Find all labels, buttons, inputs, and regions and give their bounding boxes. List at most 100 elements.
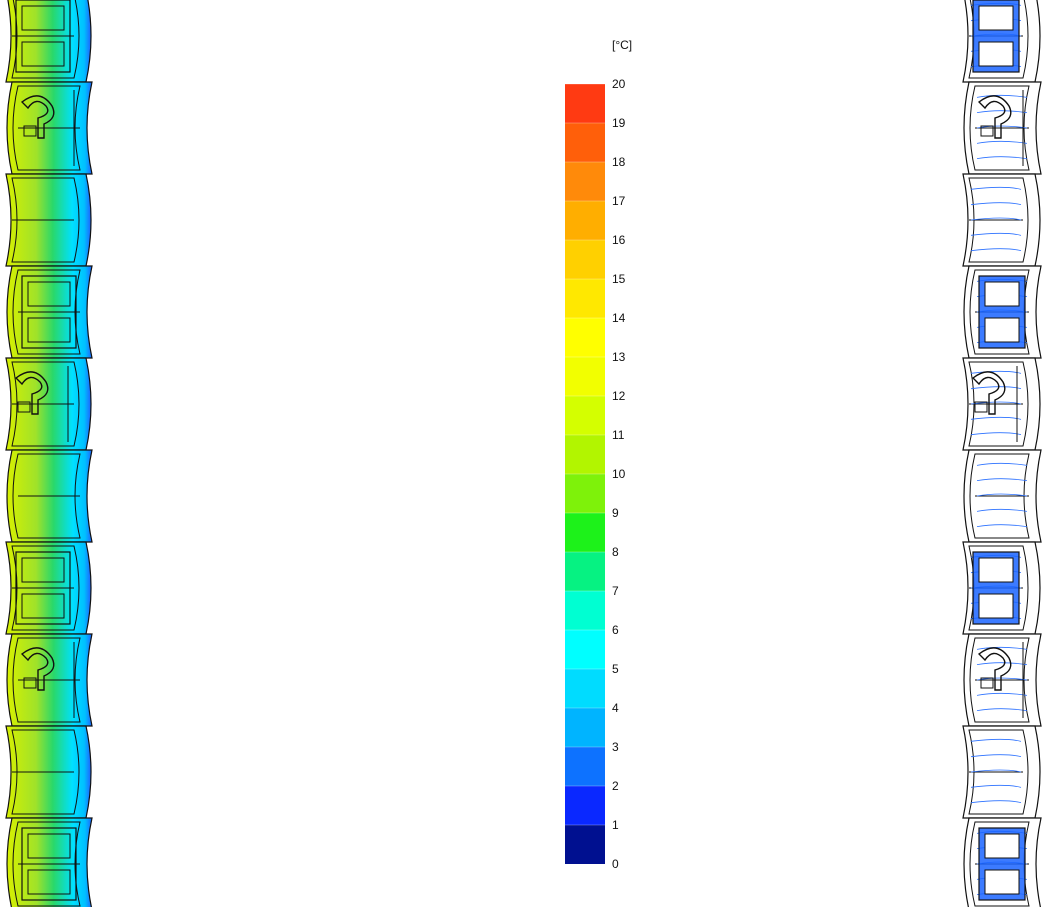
legend-band (565, 162, 605, 201)
insert-cell (27, 317, 71, 343)
insert-cell (978, 41, 1014, 67)
legend-tick-label: 6 (612, 623, 619, 637)
flow-line (970, 401, 1022, 405)
legend-band (565, 396, 605, 435)
flow-line (976, 508, 1028, 512)
flow-line (970, 217, 1022, 221)
left-temperature-section-svg (5, 0, 93, 911)
legend-band (565, 435, 605, 474)
profile-inner-frame (969, 453, 1030, 539)
legend-tick-label: 10 (612, 467, 626, 481)
steel-insert (21, 827, 77, 901)
wall-segment-clip (6, 633, 93, 727)
flow-line (970, 232, 1022, 236)
legend-tick-label: 7 (612, 584, 619, 598)
insert-cell (978, 5, 1014, 31)
profile-inner-frame (969, 637, 1030, 723)
legend-tick-label: 3 (612, 740, 619, 754)
flow-line (970, 186, 1022, 190)
legend-band (565, 513, 605, 552)
legend-tick-label: 0 (612, 857, 619, 871)
clip-hook (20, 647, 55, 691)
profile-inner-frame (968, 177, 1029, 263)
wall-segment-grid (6, 817, 93, 911)
profile-inner-frame (969, 85, 1030, 171)
insert-cell (978, 557, 1014, 583)
legend-band (565, 357, 605, 396)
legend-color-scale (565, 83, 605, 864)
insert-cell (978, 593, 1014, 619)
flow-line (970, 738, 1022, 742)
legend-tick-label: 13 (612, 350, 626, 364)
legend-tick-label: 16 (612, 233, 626, 247)
clip-hook (971, 371, 1006, 415)
flow-line (970, 248, 1022, 252)
wall-segment-slab (6, 449, 93, 543)
legend-tick-label: 8 (612, 545, 619, 559)
legend-tick-label: 9 (612, 506, 619, 520)
legend-band (565, 786, 605, 825)
wall-segment-grid (963, 265, 1042, 359)
legend-unit-label: [°C] (612, 38, 633, 52)
insert-cell (21, 5, 65, 31)
legend-tick-label: 20 (612, 77, 626, 91)
wall-segment-clip (5, 357, 92, 451)
clip-hook (20, 95, 55, 139)
legend-band (565, 708, 605, 747)
wall-segment-slab (963, 449, 1042, 543)
legend-band (565, 240, 605, 279)
clip-foot (17, 401, 31, 413)
insert-cell (984, 869, 1020, 895)
wall-segment-slab (962, 173, 1041, 267)
wall-segment-grid (962, 0, 1041, 83)
insert-cell (27, 869, 71, 895)
legend-tick-label: 5 (612, 662, 619, 676)
profile-inner-frame (11, 361, 80, 447)
legend-band (565, 552, 605, 591)
legend-tick-label: 15 (612, 272, 626, 286)
profile-inner-frame (968, 729, 1029, 815)
wall-segment-slab (962, 725, 1041, 819)
wall-segment-slab (5, 725, 92, 819)
profile-inner-frame (968, 361, 1029, 447)
legend-tick-label: 19 (612, 116, 626, 130)
legend-band (565, 123, 605, 162)
wall-segment-slab (5, 173, 92, 267)
wall-segment-grid (963, 817, 1042, 911)
flow-line (970, 784, 1022, 788)
insert-cell (27, 833, 71, 859)
flow-line (970, 202, 1022, 206)
insert-cell (984, 281, 1020, 307)
profile-inner-frame (11, 177, 80, 263)
wall-segment-clip (963, 81, 1042, 175)
insert-cell (21, 41, 65, 67)
wall-segment-clip (963, 633, 1042, 727)
legend-tick-label: 1 (612, 818, 619, 832)
legend-tick-label: 17 (612, 194, 626, 208)
flow-line (970, 432, 1022, 436)
clip-hook (14, 371, 49, 415)
legend-tick-label: 2 (612, 779, 619, 793)
flow-line (976, 462, 1028, 466)
flow-line (976, 524, 1028, 528)
wall-segment-grid (5, 0, 92, 83)
profile-outline (5, 0, 92, 83)
clip-foot (980, 677, 994, 689)
legend-band (565, 747, 605, 786)
legend-band (565, 630, 605, 669)
right-flow-section (955, 0, 1043, 911)
insert-cell (984, 833, 1020, 859)
legend-band (565, 279, 605, 318)
clip-foot (974, 401, 988, 413)
clip-hook (977, 95, 1012, 139)
flow-line (976, 478, 1028, 482)
right-flow-section-svg (962, 0, 1042, 911)
legend-tick-label: 18 (612, 155, 626, 169)
insert-cell (984, 317, 1020, 343)
legend-tick-label: 4 (612, 701, 619, 715)
profile-inner-frame (12, 453, 81, 539)
insert-cell (21, 593, 65, 619)
profile-inner-frame (12, 85, 81, 171)
wall-segment-grid (962, 541, 1041, 635)
temperature-legend: [°C] 20 19 18 17 16 15 14 13 12 11 10 9 8 7 6 5 4 3 2 1 0 (555, 30, 655, 880)
